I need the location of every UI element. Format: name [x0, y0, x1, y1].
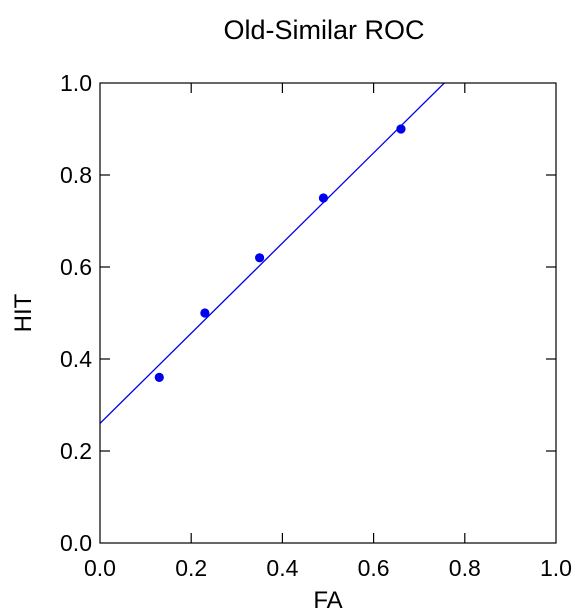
x-tick-label: 1.0	[540, 555, 572, 581]
y-tick-label: 0.6	[60, 254, 92, 280]
fit-line	[100, 83, 446, 424]
data-point-3	[255, 253, 265, 263]
y-tick-label: 0.8	[60, 162, 92, 188]
plot-area	[100, 83, 446, 424]
x-axis-label: FA	[313, 587, 342, 614]
data-point-5	[396, 124, 406, 134]
chart-title: Old-Similar ROC	[223, 15, 424, 45]
data-point-4	[318, 193, 329, 203]
data-point-2	[200, 308, 210, 318]
axis-ticks	[100, 83, 556, 543]
x-tick-label: 0.0	[84, 555, 116, 581]
x-tick-label: 0.6	[358, 555, 390, 581]
x-tick-label: 0.4	[266, 555, 298, 581]
axis-tick-labels: 0.0 0.2 0.4 0.6 0.8 1.0 0.0 0.2 0.4 0.6 0.8 1.0	[60, 70, 572, 581]
y-tick-label: 0.2	[60, 438, 92, 464]
y-tick-label: 1.0	[60, 70, 92, 96]
y-tick-label: 0.4	[60, 346, 92, 372]
y-axis-label: HIT	[10, 293, 37, 332]
x-tick-label: 0.2	[175, 555, 207, 581]
y-tick-label: 0.0	[60, 530, 92, 556]
x-tick-label: 0.8	[449, 555, 481, 581]
data-point-1	[154, 372, 164, 382]
plot-frame	[99, 82, 557, 544]
